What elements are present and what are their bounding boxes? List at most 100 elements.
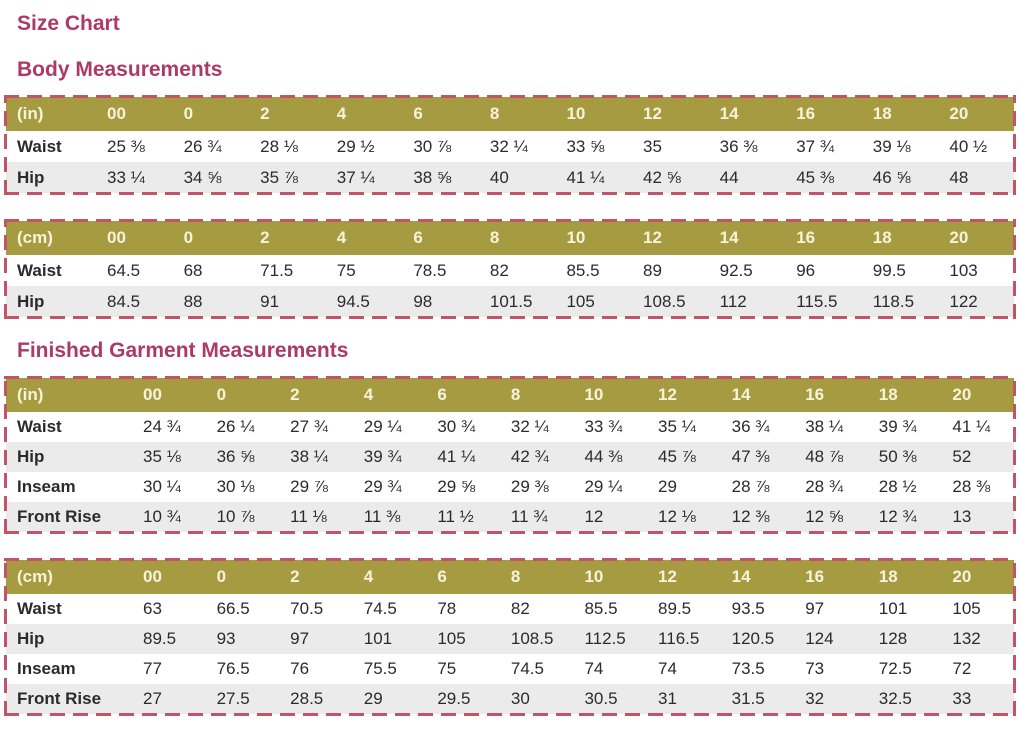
measurement-value-cell: 112 xyxy=(719,291,747,311)
size-header-cell: 4 xyxy=(336,104,347,123)
size-header-cell: 10 xyxy=(584,385,604,404)
measurement-row: Waist 24 ¾ 26 ¼ 27 ¾ 29 ¼ 30 ¾ 32 ¼ 33 ¾ 35 ¼ 36 … xyxy=(6,412,1014,442)
measurement-value-cell: 31.5 xyxy=(731,689,765,708)
measurement-value-cell: 89.5 xyxy=(658,599,692,618)
size-header-cell: 20 xyxy=(952,385,972,404)
size-header-cell: 18 xyxy=(878,567,898,586)
size-header-cell: 8 xyxy=(489,228,500,247)
measurement-value-cell: 39 ¾ xyxy=(878,417,917,436)
measurement-value-cell: 88 xyxy=(183,291,203,311)
measurement-row: Hip 84.5 88 91 94.5 98 101.5 105 108.5 112 115.5 11… xyxy=(6,286,1014,317)
measurement-value-cell: 29 ¾ xyxy=(363,477,402,496)
size-header-cell: 10 xyxy=(566,104,586,123)
size-header-cell: 0 xyxy=(183,228,194,247)
measurement-value-cell: 28 ½ xyxy=(878,477,917,496)
measurement-value-cell: 45 ⅞ xyxy=(658,447,696,466)
measurement-value-cell: 44 ⅜ xyxy=(584,447,623,466)
measurement-value-cell: 93.5 xyxy=(731,599,765,618)
measurement-value-cell: 30 ¼ xyxy=(143,477,181,496)
size-header-cell: 12 xyxy=(658,385,677,404)
measurement-value-cell: 108.5 xyxy=(510,629,554,648)
measurement-value-cell: 74 xyxy=(658,659,677,678)
measurement-value-cell: 31 xyxy=(658,689,677,708)
size-header-cell: 18 xyxy=(872,228,892,247)
measurement-value-cell: 35 ⅞ xyxy=(260,167,298,187)
measurement-value-cell: 32.5 xyxy=(878,689,912,708)
size-header-cell: 2 xyxy=(260,104,270,123)
measurement-value-cell: 40 ½ xyxy=(949,136,988,156)
measurement-value-cell: 11 ⅜ xyxy=(363,507,401,526)
measurement-value-cell: 29 ½ xyxy=(336,136,375,156)
table-header-row: (cm) 00 0 2 4 6 8 10 12 14 16 18 20 xyxy=(6,560,1014,594)
size-header-cell: 6 xyxy=(437,567,447,586)
measurement-value-cell: 34 ⅝ xyxy=(183,167,222,187)
measurement-value-cell: 36 ⅝ xyxy=(216,447,255,466)
measurement-value-cell: 26 ¼ xyxy=(216,417,255,436)
measurement-value-cell: 41 ¼ xyxy=(437,447,476,466)
size-header-cell: 0 xyxy=(216,567,227,586)
measurement-value-cell: 12 ⅜ xyxy=(731,507,770,526)
size-header-cell: 00 xyxy=(107,228,126,247)
measurement-value-cell: 39 ¾ xyxy=(363,447,402,466)
measurement-value-cell: 42 ¾ xyxy=(510,447,549,466)
measurement-value-cell: 28.5 xyxy=(290,689,324,708)
size-header-cell: 0 xyxy=(183,104,194,123)
measurement-value-cell: 105 xyxy=(566,291,595,311)
page-title: Size Chart xyxy=(17,12,120,35)
measurement-value-cell: 36 ⅜ xyxy=(719,136,758,156)
measurement-value-cell: 27.5 xyxy=(216,689,250,708)
size-chart-page: Size Chart Body Measurements (in) 00 0 2 4 6 8… xyxy=(4,12,1016,716)
measurement-value-cell: 94.5 xyxy=(336,291,370,311)
measurement-value-cell: 11 ½ xyxy=(437,507,474,526)
measurement-value-cell: 97 xyxy=(290,629,310,648)
measurement-row: Waist 63 66.5 70.5 74.5 78 82 85.5 89.5 93.5 97 101… xyxy=(6,594,1014,624)
measurement-value-cell: 72 xyxy=(952,659,972,678)
size-header-cell: 12 xyxy=(643,228,662,247)
measurement-value-cell: 28 ¾ xyxy=(805,477,844,496)
row-label-cell: Hip xyxy=(17,167,45,187)
finished-garment-table-in: (in) 00 0 2 4 6 8 10 12 14 16 18 20 Waist 24 ¾ 26 ¼ 27 ¾… xyxy=(4,376,1016,534)
measurement-value-cell: 30 xyxy=(510,689,530,708)
measurement-value-cell: 39 ⅛ xyxy=(872,136,911,156)
measurement-value-cell: 35 ¼ xyxy=(658,417,696,436)
measurement-value-cell: 29 ¼ xyxy=(363,417,402,436)
measurement-row: Front Rise 27 27.5 28.5 29 29.5 30 30.5 31 31.5 32… xyxy=(6,684,1014,714)
measurement-value-cell: 33 ¼ xyxy=(107,167,145,187)
measurement-value-cell: 116.5 xyxy=(658,629,700,648)
size-header-cell: 14 xyxy=(719,104,739,123)
measurement-value-cell: 101 xyxy=(878,599,908,618)
measurement-value-cell: 75 xyxy=(336,260,356,280)
measurement-value-cell: 64.5 xyxy=(107,260,141,280)
measurement-row: Inseam 77 76.5 76 75.5 75 74.5 74 74 73.5 73 72.5 72 xyxy=(6,654,1014,684)
measurement-value-cell: 84.5 xyxy=(107,291,141,311)
measurement-value-cell: 122 xyxy=(949,291,978,311)
measurement-value-cell: 27 xyxy=(143,689,162,708)
size-header-cell: 00 xyxy=(143,567,162,586)
measurement-value-cell: 68 xyxy=(183,260,203,280)
measurement-value-cell: 29 ⅜ xyxy=(510,477,549,496)
measurement-row: Waist 25 ⅜ 26 ¾ 28 ⅛ 29 ½ 30 ⅞ 32 ¼ 33 ⅝ 35 36 ⅜ 3… xyxy=(6,131,1014,162)
size-header-cell: 16 xyxy=(796,104,816,123)
measurement-value-cell: 73.5 xyxy=(731,659,765,678)
measurement-value-cell: 71.5 xyxy=(260,260,294,280)
measurement-value-cell: 85.5 xyxy=(566,260,600,280)
size-header-cell: 4 xyxy=(363,567,374,586)
measurement-value-cell: 91 xyxy=(260,291,280,311)
measurement-value-cell: 36 ¾ xyxy=(731,417,770,436)
measurement-value-cell: 89 xyxy=(643,260,662,280)
measurement-value-cell: 30 ⅛ xyxy=(216,477,255,496)
measurement-value-cell: 30 ⅞ xyxy=(413,136,452,156)
size-header-cell: 20 xyxy=(949,228,969,247)
row-label-cell: Waist xyxy=(17,599,62,618)
measurement-value-cell: 63 xyxy=(143,599,162,618)
measurement-value-cell: 35 ⅛ xyxy=(143,447,181,466)
measurement-value-cell: 82 xyxy=(489,260,509,280)
body-measurements-table-in: (in) 00 0 2 4 6 8 10 12 14 16 18 20 Waist 25 ⅜ 26 ¾ 28 ⅛… xyxy=(4,95,1016,195)
row-label-cell: Front Rise xyxy=(17,689,102,708)
measurement-value-cell: 12 ⅛ xyxy=(658,507,696,526)
measurement-value-cell: 132 xyxy=(952,629,981,648)
measurement-value-cell: 103 xyxy=(949,260,978,280)
measurement-value-cell: 74 xyxy=(584,659,604,678)
measurement-value-cell: 10 ⅞ xyxy=(216,507,255,526)
measurement-value-cell: 73 xyxy=(805,659,825,678)
